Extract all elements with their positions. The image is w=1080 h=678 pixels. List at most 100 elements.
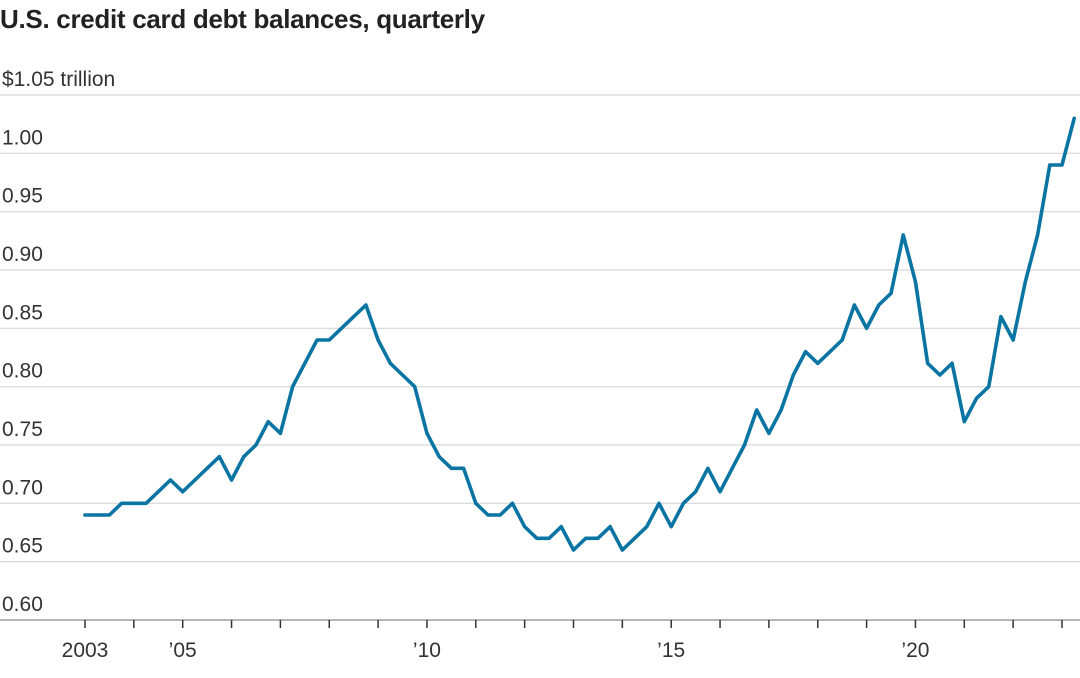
- y-tick-label: 0.90: [2, 243, 43, 266]
- chart-title: U.S. credit card debt balances, quarterl…: [0, 4, 485, 34]
- x-tick-label: 2003: [62, 639, 109, 662]
- data-point: [352, 315, 356, 319]
- data-point: [816, 361, 820, 365]
- data-point: [400, 373, 405, 377]
- data-point: [828, 350, 832, 354]
- data-point: [242, 455, 246, 459]
- data-point: [645, 525, 649, 529]
- data-point: [571, 548, 576, 552]
- data-point: [681, 501, 686, 505]
- y-tick-label: 0.65: [2, 535, 43, 558]
- data-point: [449, 466, 453, 470]
- data-point: [315, 338, 319, 342]
- data-point: [120, 501, 124, 505]
- data-point: [498, 513, 502, 517]
- data-point: [474, 501, 478, 505]
- series-line: [83, 116, 1077, 552]
- data-point: [840, 338, 844, 342]
- data-point: [461, 466, 466, 470]
- data-point: [755, 408, 759, 412]
- x-axis-ticks: 2003 ’05 ’10 ’15 ’20: [62, 620, 1063, 662]
- data-point: [303, 361, 307, 365]
- data-point: [1035, 233, 1040, 237]
- data-point: [584, 536, 588, 540]
- data-point: [718, 490, 722, 494]
- data-point: [83, 513, 87, 517]
- y-tick-label: 0.60: [2, 593, 43, 616]
- data-point: [938, 373, 942, 377]
- data-point: [913, 280, 918, 284]
- data-point: [657, 501, 661, 505]
- data-point: [1011, 338, 1015, 342]
- data-point: [510, 501, 515, 505]
- data-point: [547, 536, 551, 540]
- data-point: [877, 303, 881, 307]
- data-point: [596, 536, 600, 540]
- data-point: [950, 361, 954, 365]
- data-point: [791, 373, 795, 377]
- data-point: [926, 361, 930, 365]
- y-axis-tick-labels: $1.05 trillion 1.00 0.95 0.90 0.85 0.80 0.75 0.…: [2, 68, 115, 616]
- data-point: [742, 443, 747, 447]
- y-tick-label: 0.70: [2, 476, 43, 499]
- data-point: [694, 490, 698, 494]
- data-point: [193, 478, 197, 482]
- data-point: [889, 291, 893, 295]
- gridlines: [0, 94, 1080, 621]
- data-point: [523, 525, 527, 529]
- data-point: [107, 513, 112, 517]
- x-tick-label: ’15: [657, 639, 685, 662]
- x-tick-label: ’20: [901, 639, 929, 662]
- data-point: [620, 548, 624, 552]
- data-point: [1072, 116, 1076, 120]
- data-point: [278, 431, 282, 435]
- data-point: [266, 420, 270, 424]
- data-point: [291, 385, 295, 389]
- data-point: [144, 501, 148, 505]
- data-point: [962, 420, 966, 424]
- data-point: [632, 536, 637, 540]
- data-point: [254, 443, 258, 447]
- data-point: [767, 431, 771, 435]
- data-point: [229, 478, 234, 482]
- series-layer: [83, 116, 1077, 552]
- data-point: [364, 303, 368, 307]
- data-point: [974, 396, 979, 400]
- y-tick-label: 0.85: [2, 301, 43, 324]
- y-tick-label: 0.80: [2, 360, 43, 383]
- data-point: [730, 466, 734, 470]
- data-point: [852, 303, 856, 307]
- y-tick-label: $1.05 trillion: [2, 68, 115, 91]
- x-tick-label: ’05: [169, 639, 197, 662]
- y-tick-label: 0.95: [2, 185, 43, 208]
- data-point: [535, 536, 539, 540]
- data-point: [168, 478, 173, 482]
- data-point: [413, 385, 417, 389]
- y-tick-label: 0.75: [2, 418, 43, 441]
- data-point: [388, 361, 392, 365]
- data-point: [132, 501, 136, 505]
- data-point: [669, 525, 673, 529]
- data-point: [559, 525, 563, 529]
- data-point: [376, 338, 380, 342]
- data-point: [425, 431, 429, 435]
- data-point: [339, 326, 344, 330]
- y-tick-label: 1.00: [2, 126, 43, 149]
- data-point: [217, 455, 221, 459]
- data-point: [706, 466, 710, 470]
- data-point: [95, 513, 99, 517]
- x-tick-label: ’10: [413, 639, 441, 662]
- data-point: [205, 466, 209, 470]
- data-point: [1048, 163, 1052, 167]
- data-point: [803, 350, 808, 354]
- data-point: [779, 408, 783, 412]
- data-point: [865, 326, 869, 330]
- data-point: [181, 490, 185, 494]
- data-point: [486, 513, 490, 517]
- data-point: [1023, 280, 1027, 284]
- data-point: [987, 385, 991, 389]
- data-point: [608, 525, 612, 529]
- data-point: [1060, 163, 1064, 167]
